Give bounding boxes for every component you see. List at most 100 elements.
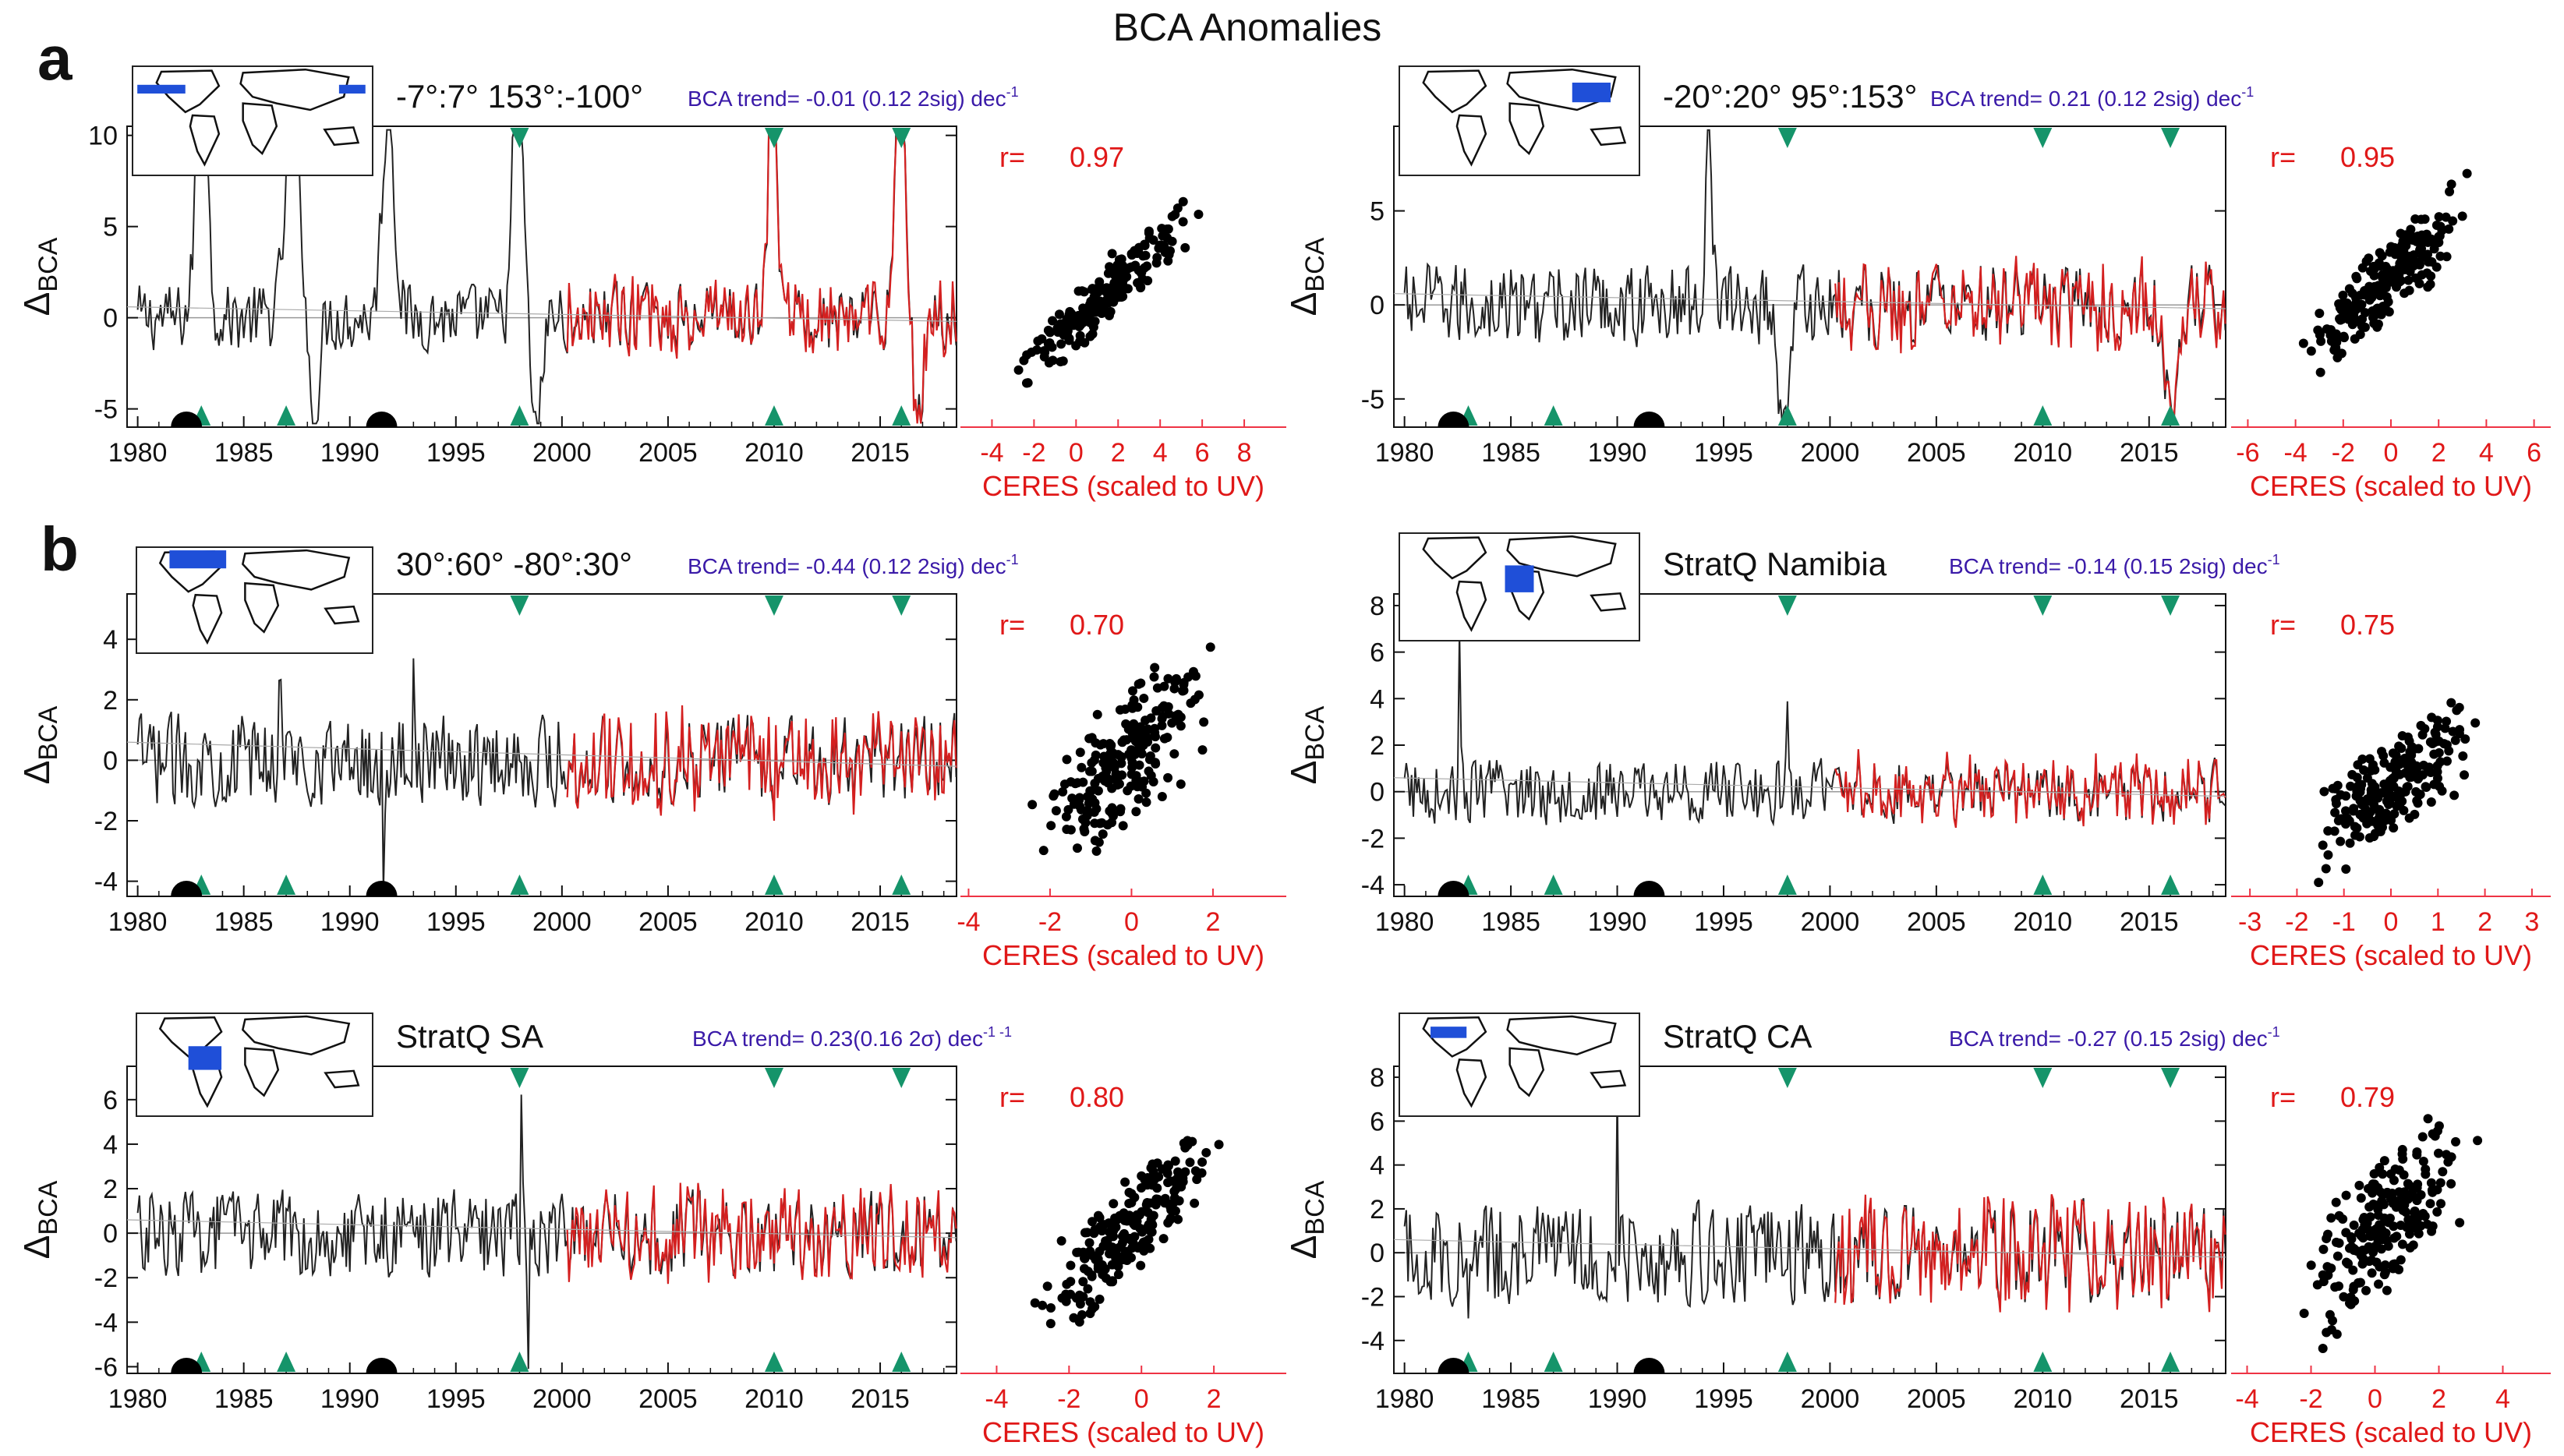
scatter-x-label: CERES (scaled to UV): [982, 939, 1264, 971]
r-value: 0.97: [1070, 141, 1124, 173]
y-tick-label: 0: [103, 304, 118, 334]
scatter-point: [2396, 1255, 2406, 1265]
el-nino-marker-bottom: [892, 1352, 911, 1372]
panel-letter: b: [41, 514, 79, 584]
y-tick-label: 2: [103, 686, 118, 716]
scatter-point: [2435, 757, 2446, 767]
scatter-point: [1098, 829, 1108, 839]
scatter-point: [1126, 1198, 1137, 1208]
x-tick-label: 2015: [851, 1384, 910, 1414]
scatter-point: [1068, 311, 1078, 321]
scatter-point: [1063, 804, 1073, 815]
scatter-point: [1106, 740, 1116, 751]
scatter-point: [2355, 810, 2365, 820]
volcano-marker: [1633, 881, 1665, 896]
scatter-point: [2350, 830, 2361, 840]
scatter-point: [2338, 290, 2348, 300]
scatter-point: [1085, 1297, 1095, 1307]
scatter-point: [1126, 1253, 1136, 1263]
scatter-point: [2349, 1281, 2359, 1292]
el-nino-marker-bottom: [764, 875, 783, 895]
x-tick-label: 2010: [2013, 1384, 2072, 1414]
scatter-point: [2330, 808, 2340, 818]
scatter-point: [1171, 673, 1181, 684]
scatter-point: [1103, 268, 1113, 278]
scatter-point: [2298, 338, 2308, 348]
scatter-point: [1072, 1247, 1082, 1257]
scatter-point: [2351, 271, 2361, 281]
scatter-point: [1103, 778, 1113, 788]
scatter-point: [1158, 701, 1169, 711]
scatter-point: [2416, 1189, 2426, 1200]
scatter-point: [1126, 262, 1136, 272]
scatter-point: [2334, 1210, 2344, 1221]
y-tick-label: 0: [1370, 1239, 1385, 1268]
scatter-point: [2406, 772, 2416, 782]
scatter-point: [2426, 1178, 2436, 1188]
scatter-point: [1072, 843, 1082, 853]
el-nino-marker-bottom: [1544, 875, 1563, 895]
scatter-point: [2334, 299, 2344, 309]
scatter-point: [2371, 1200, 2382, 1210]
scatter-point: [2410, 1206, 2420, 1216]
scatter-x-tick-label: 2: [2431, 1384, 2446, 1414]
scatter-point: [2382, 1285, 2392, 1295]
map-frame: [1399, 65, 1640, 176]
scatter-point: [2416, 214, 2426, 224]
volcano-marker: [366, 412, 398, 427]
scatter-point: [1084, 1238, 1095, 1248]
trend-line: [1393, 1239, 2226, 1258]
scatter-point: [2315, 330, 2325, 340]
scatter-point: [2369, 1179, 2379, 1189]
scatter-point: [1110, 1213, 1120, 1223]
scatter-point: [1151, 705, 1162, 716]
scatter-point: [2326, 1213, 2336, 1223]
scatter-point: [2364, 832, 2375, 843]
map-region-highlight: [169, 550, 227, 569]
region-map: [136, 1012, 373, 1117]
scatter-x-label: CERES (scaled to UV): [2250, 939, 2532, 971]
scatter-x-tick-label: -2: [1057, 1384, 1080, 1414]
scatter-point: [2358, 1233, 2368, 1243]
scatter-x-tick-label: -4: [957, 907, 980, 937]
scatter-point: [2397, 1239, 2407, 1249]
scatter-point: [2375, 809, 2385, 819]
scatter-point: [1038, 1300, 1048, 1310]
scatter-x-label: CERES (scaled to UV): [2250, 1416, 2532, 1448]
scatter-point: [1157, 792, 1167, 802]
continent-outline: [324, 605, 360, 625]
scatter-point: [1197, 1168, 1207, 1178]
el-nino-marker-top: [2033, 595, 2053, 616]
scatter-x-tick-label: -2: [2332, 438, 2355, 468]
continent-outline: [244, 581, 280, 634]
scatter-point: [1115, 1242, 1125, 1253]
scatter-point: [2387, 1189, 2397, 1199]
scatter-point: [2361, 1285, 2371, 1295]
trend-text: BCA trend= -0.44 (0.12 2sig) dec-1: [688, 552, 1019, 578]
scatter-point: [2434, 1121, 2444, 1131]
y-tick-label: -4: [1361, 1327, 1385, 1356]
x-tick-label: 2005: [638, 907, 698, 937]
scatter-point: [2404, 285, 2414, 295]
continent-outline: [1455, 114, 1487, 167]
scatter-point: [1162, 733, 1172, 743]
scatter-x-tick-label: -6: [2236, 438, 2259, 468]
scatter-point: [2434, 736, 2444, 746]
scatter-point: [1141, 797, 1151, 808]
scatter-point: [2370, 782, 2380, 792]
x-tick-label: 2005: [1907, 907, 1966, 937]
scatter-point: [1089, 292, 1099, 302]
scatter-point: [1190, 671, 1201, 681]
scatter-point: [1179, 1138, 1189, 1148]
scatter-point: [2331, 1197, 2341, 1207]
scatter-point: [1126, 1189, 1137, 1199]
scatter-point: [1197, 745, 1208, 755]
scatter-point: [2344, 284, 2354, 294]
scatter-point: [1130, 1232, 1140, 1242]
continent-outline: [241, 549, 351, 591]
el-nino-marker-top: [510, 595, 529, 616]
scatter-point: [1061, 1289, 1071, 1299]
scatter-point: [1021, 378, 1031, 388]
scatter-point: [1169, 684, 1179, 694]
